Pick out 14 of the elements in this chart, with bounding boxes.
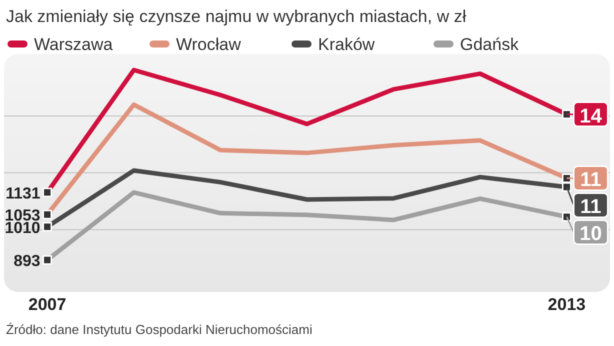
annotation: 14	[580, 105, 603, 128]
annotation: 11	[580, 196, 602, 218]
text: Źródło: dane Instytutu Gospodarki Nieruchomościami	[6, 322, 312, 337]
x-tick-label: 2007	[28, 295, 66, 314]
annotation: 11	[580, 169, 602, 192]
x-tick-label: 2013	[548, 295, 586, 314]
chart-title: Jak zmieniały się czynsze najmu w wybranych miastach, w zł	[6, 7, 466, 26]
legend-label: Warszawa	[34, 35, 114, 54]
legend-label: Kraków	[318, 35, 376, 54]
legend-label: Wrocław	[176, 35, 242, 54]
data-label: 893	[14, 253, 40, 270]
legend-label: Gdańsk	[460, 35, 520, 54]
data-label: 1131	[6, 185, 40, 202]
annotation: 10	[580, 223, 602, 246]
